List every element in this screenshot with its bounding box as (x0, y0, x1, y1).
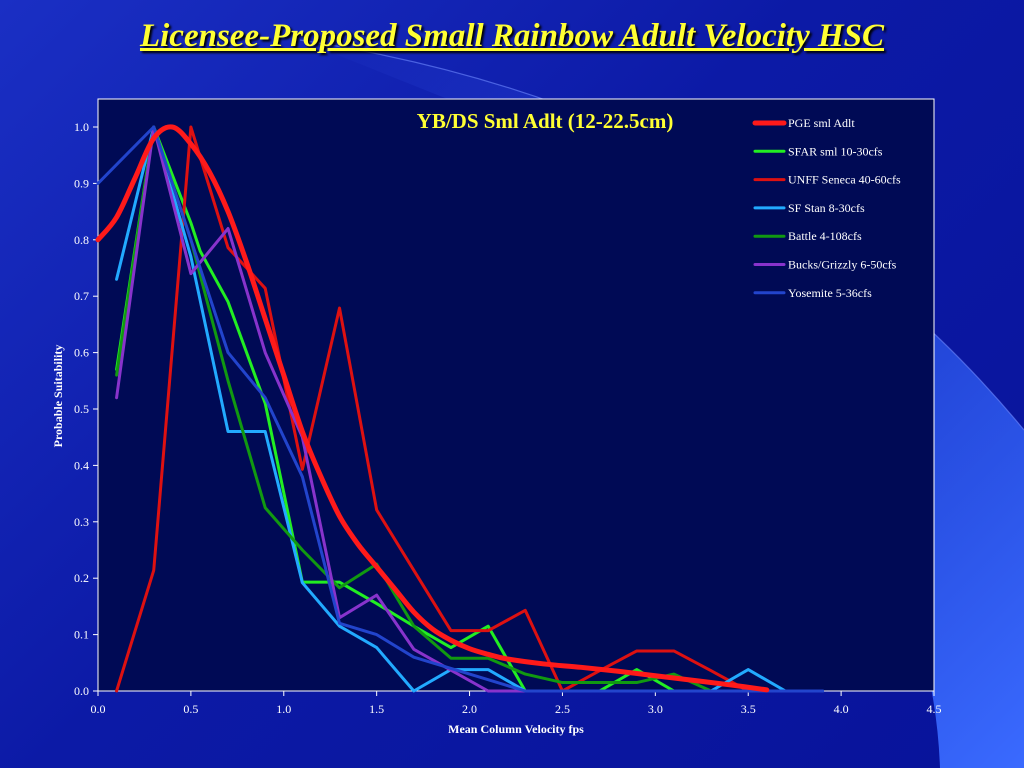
y-tick-label: 0.2 (74, 571, 89, 585)
y-tick-label: 0.4 (74, 458, 89, 472)
x-tick-label: 3.0 (648, 702, 663, 716)
y-tick-label: 0.9 (74, 176, 89, 190)
legend-label: SF Stan 8-30cfs (788, 201, 865, 215)
x-tick-label: 1.5 (369, 702, 384, 716)
y-tick-label: 0.7 (74, 289, 89, 303)
y-tick-label: 0.6 (74, 346, 89, 360)
legend: PGE sml Adlt SFAR sml 10-30cfs UNFF Seneca… (752, 116, 901, 300)
series-line-5 (115, 125, 750, 693)
x-tick-label: 4.5 (927, 702, 942, 716)
y-tick-label: 0.0 (74, 684, 89, 698)
legend-label: PGE sml Adlt (788, 116, 855, 130)
axes: 0.0 0.1 0.2 0.3 0.4 0.5 0.6 0.7 0.8 0.9 1.0 0.0 0.5 1… (74, 120, 942, 716)
x-axis-title: Mean Column Velocity fps (448, 722, 584, 736)
legend-label: Battle 4-108cfs (788, 229, 862, 243)
plot-area (97, 98, 935, 692)
y-tick-label: 0.3 (74, 515, 89, 529)
series-line-7 (96, 125, 825, 693)
slide-title: Licensee-Proposed Small Rainbow Adult Ve… (139, 18, 885, 54)
x-tick-label: 4.0 (834, 702, 849, 716)
legend-label: Bucks/Grizzly 6-50cfs (788, 258, 897, 272)
y-tick-label: 1.0 (74, 120, 89, 134)
series-line-2 (115, 125, 713, 693)
legend-label: SFAR sml 10-30cfs (788, 144, 883, 158)
x-tick-label: 2.0 (462, 702, 477, 716)
y-axis-title: Probable Suitability (51, 345, 65, 448)
legend-label: UNFF Seneca 40-60cfs (788, 173, 901, 187)
y-tick-label: 0.8 (74, 233, 89, 247)
chart-title: YB/DS Sml Adlt (12-22.5cm) (417, 109, 674, 133)
y-tick-label: 0.5 (74, 402, 89, 416)
series-line-1 (95, 124, 770, 693)
x-tick-label: 1.0 (276, 702, 291, 716)
x-tick-label: 0.5 (183, 702, 198, 716)
series-line-3 (115, 125, 750, 693)
x-tick-label: 3.5 (741, 702, 756, 716)
x-tick-label: 2.5 (555, 702, 570, 716)
y-tick-label: 0.1 (74, 628, 89, 642)
series-layer (95, 124, 825, 693)
x-tick-label: 0.0 (91, 702, 106, 716)
legend-label: Yosemite 5-36cfs (788, 286, 872, 300)
